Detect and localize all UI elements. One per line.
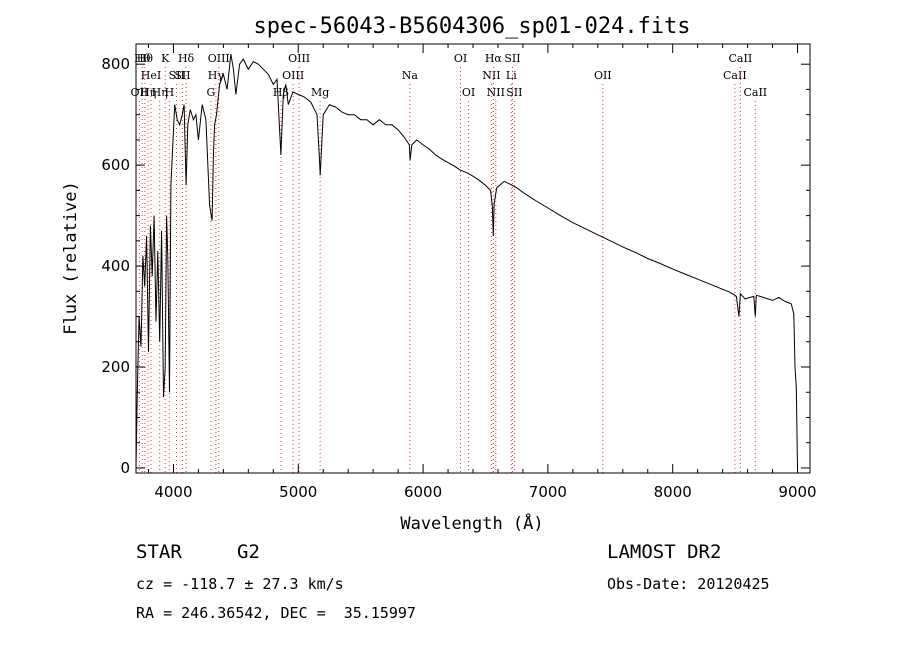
obs-date-text: Obs-Date: 20120425	[607, 575, 770, 593]
line-marker-label: Li	[506, 69, 517, 82]
x-tick-label: 5000	[279, 483, 317, 501]
x-tick-label: 4000	[154, 483, 192, 501]
line-markers: OIIHθHθHηHeIHηKHSIISIIHδGHγOIIIHβOIIIOII…	[131, 52, 767, 473]
line-marker-label: Hα	[485, 52, 503, 65]
line-marker-label: Hδ	[178, 52, 195, 65]
line-marker-label: HeI	[141, 69, 161, 82]
plot-frame	[135, 43, 811, 474]
line-marker-label: OIII	[288, 52, 310, 65]
line-marker-label: Hθ	[137, 52, 154, 65]
y-tick-label: 800	[101, 55, 130, 73]
line-marker-label: OIII	[282, 69, 304, 82]
y-tick-label: 600	[101, 156, 130, 174]
chart-title: spec-56043-B5604306_sp01-024.fits	[253, 14, 690, 39]
line-marker-label: NII	[487, 86, 505, 99]
line-marker-label: CaII	[729, 52, 753, 65]
line-marker-label: SII	[174, 69, 190, 82]
line-marker-label: OI	[454, 52, 467, 65]
spectral-subclass: G2	[237, 541, 260, 563]
spectrum-series-line	[135, 54, 798, 469]
x-tick-label: 8000	[654, 483, 692, 501]
y-axis-label: Flux (relative)	[61, 181, 81, 335]
x-tick-label: 9000	[778, 483, 816, 501]
x-tick-label: 6000	[404, 483, 442, 501]
line-marker-label: OII	[594, 69, 612, 82]
y-tick-label: 0	[120, 459, 130, 477]
x-axis: 4000 5000 6000 7000 8000 9000	[147, 44, 817, 501]
line-marker-label: OIII	[208, 52, 230, 65]
line-marker-label: Na	[402, 69, 419, 82]
line-marker-label: SII	[504, 52, 520, 65]
line-marker-label: OI	[462, 86, 475, 99]
line-marker-label: CaII	[723, 69, 747, 82]
line-marker-label: CaII	[743, 86, 767, 99]
line-marker-label: Hη	[152, 86, 168, 99]
y-tick-label: 200	[101, 358, 130, 376]
line-marker-label: H	[165, 86, 175, 99]
velocity-text: cz = -118.7 ± 27.3 km/s	[136, 575, 344, 593]
line-marker-label: Hγ	[208, 69, 225, 82]
line-marker-label: Hθ	[134, 52, 151, 65]
x-axis-label: Wavelength (Å)	[400, 512, 543, 534]
line-marker-label: Mg	[311, 86, 329, 99]
line-marker-label: NII	[482, 69, 500, 82]
line-marker-label: SII	[169, 69, 185, 82]
y-tick-label: 400	[101, 257, 130, 275]
line-marker-label: OII	[131, 86, 149, 99]
y-axis: 0 200 400 600 800	[101, 55, 810, 477]
line-marker-label: Hη	[140, 86, 156, 99]
object-class: STAR	[136, 541, 182, 563]
coordinates-text: RA = 246.36542, DEC = 35.15997	[136, 604, 416, 622]
survey-name: LAMOST DR2	[607, 541, 722, 563]
line-marker-label: K	[161, 52, 170, 65]
x-tick-label: 7000	[529, 483, 567, 501]
line-marker-label: G	[206, 86, 215, 99]
line-marker-label: SII	[506, 86, 522, 99]
